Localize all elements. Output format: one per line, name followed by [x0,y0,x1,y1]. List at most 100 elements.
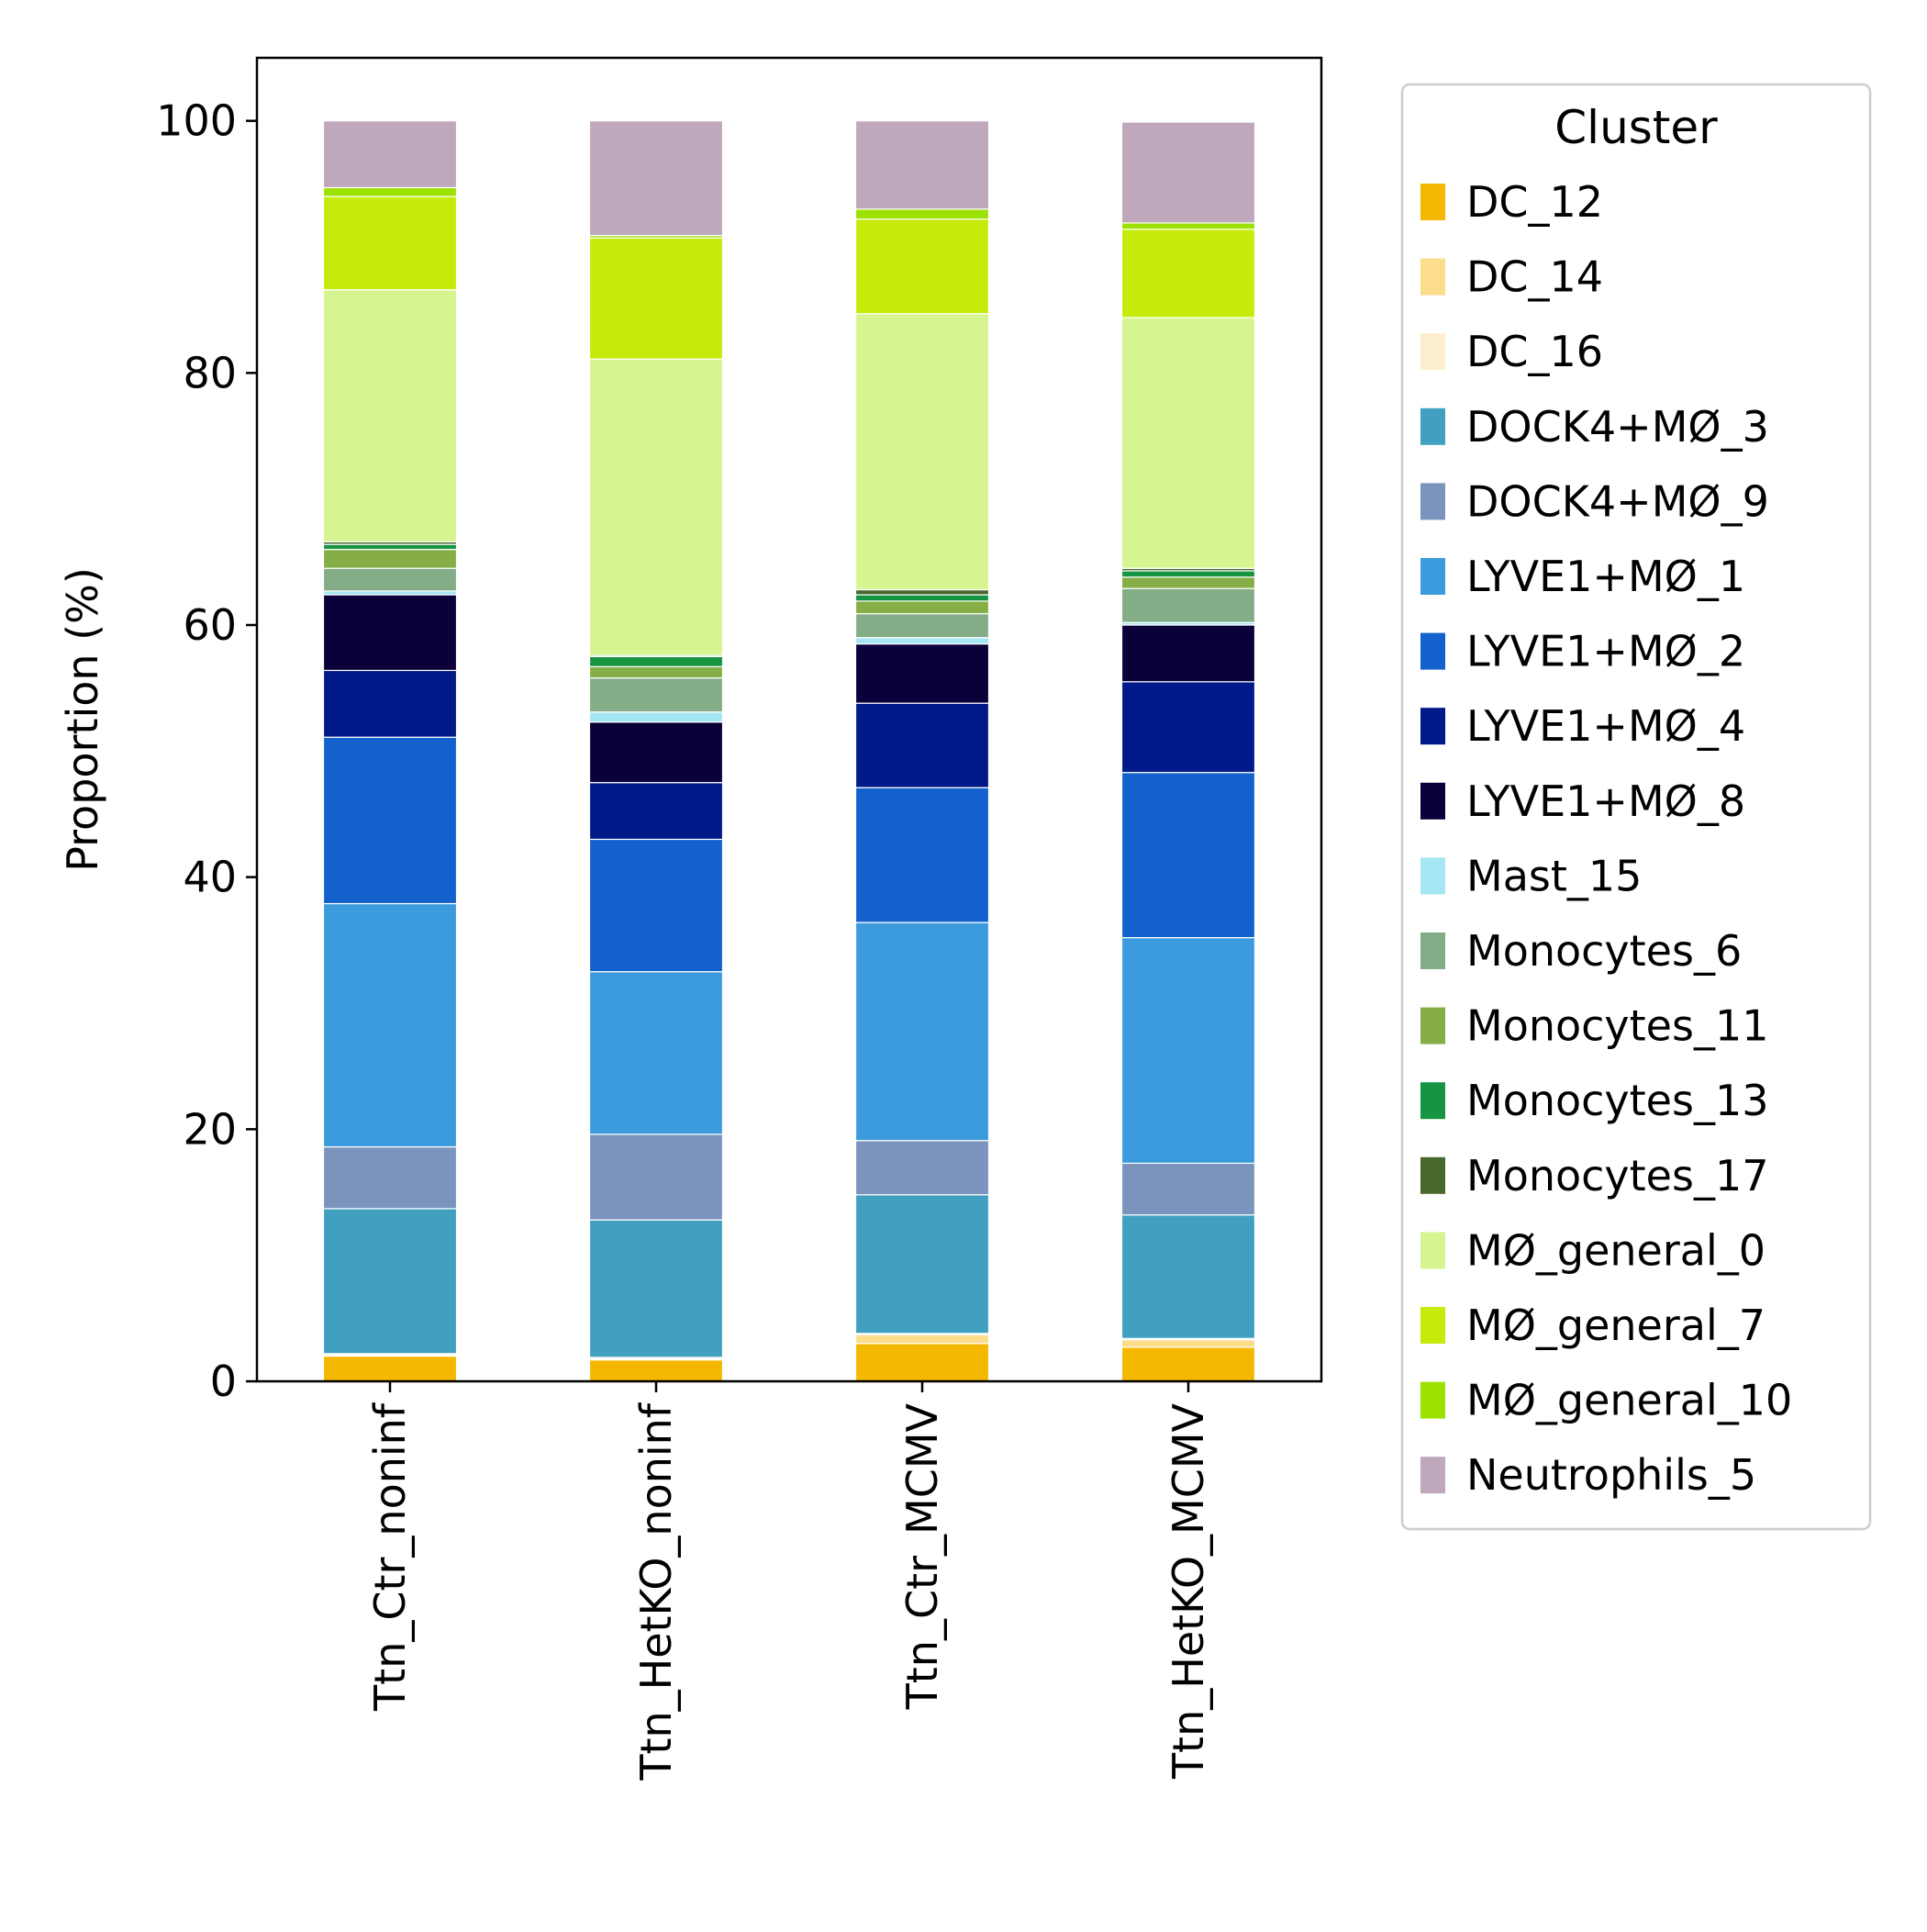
legend-label-14: MØ_general_0 [1466,1225,1765,1275]
y-axis: 0 20 40 60 80 100 [156,96,257,1406]
bar-segment-3-6 [1120,772,1256,939]
bar-segment-2-12 [854,594,990,602]
legend-label-1: DC_14 [1466,252,1603,302]
legend-label-3: DOCK4+MØ_3 [1466,402,1769,452]
bar-segment-2-11 [854,600,990,615]
x-axis: Ttn_Ctr_noninf Ttn_HetKO_noninf Ttn_Ctr_MC… [365,1381,1213,1781]
bar-segment-3-4 [1120,1162,1256,1216]
bar-segment-3-15 [1120,229,1256,318]
bar-segment-0-4 [322,1145,458,1210]
bar-segment-1-4 [588,1134,724,1221]
bar-segment-1-5 [588,971,724,1135]
legend-label-6: LYVE1+MØ_2 [1466,627,1745,676]
y-axis-label: Proportion (%) [58,567,107,872]
y-tick-label-3: 60 [183,600,237,650]
legend-swatch-10 [1420,932,1445,969]
legend-swatch-16 [1420,1381,1445,1419]
legend-swatch-0 [1420,184,1445,220]
y-tick-label-2: 40 [183,853,237,902]
legend-title: Cluster [1554,101,1718,154]
y-tick-label-1: 20 [183,1104,237,1154]
legend-swatch-7 [1420,708,1445,745]
legend-swatch-11 [1420,1007,1445,1044]
y-tick-label-0: 0 [210,1357,237,1406]
bar-segment-3-0 [1120,1346,1256,1382]
legend-swatch-12 [1420,1082,1445,1120]
bar-segment-3-14 [1120,317,1256,569]
bar-segment-2-14 [854,313,990,591]
legend-label-10: Monocytes_6 [1466,926,1742,976]
x-tick-label-3: Ttn_HetKO_MCMV [1164,1402,1213,1780]
bar-segment-1-14 [588,358,724,656]
legend-label-9: Mast_15 [1466,851,1642,900]
bar-segment-3-11 [1120,576,1256,589]
bar-segment-0-16 [322,186,458,197]
bar-segment-3-8 [1120,624,1256,683]
legend-label-17: Neutrophils_5 [1466,1450,1756,1500]
bar-segment-1-9 [588,711,724,723]
x-tick-label-1: Ttn_HetKO_noninf [631,1402,681,1781]
bar-segment-1-0 [588,1359,724,1382]
x-tick-label-0: Ttn_Ctr_noninf [365,1402,415,1712]
bar-segment-1-10 [588,677,724,713]
legend-label-8: LYVE1+MØ_8 [1466,776,1745,826]
legend-swatch-2 [1420,333,1445,371]
bar-segment-2-3 [854,1194,990,1335]
legend-label-11: Monocytes_11 [1466,1001,1768,1051]
bar-segment-1-11 [588,665,724,679]
bar-segment-2-15 [854,218,990,315]
bar-segment-3-3 [1120,1214,1256,1339]
bar-segment-0-8 [322,594,458,672]
legend-swatch-17 [1420,1457,1445,1494]
bar-segment-0-5 [322,902,458,1148]
bars-layer [322,120,1256,1382]
legend-swatch-8 [1420,782,1445,820]
bar-segment-2-16 [854,208,990,220]
bar-segment-2-7 [854,702,990,788]
bar-segment-2-13 [854,588,990,596]
legend-label-5: LYVE1+MØ_1 [1466,552,1745,601]
bar-segment-3-12 [1120,570,1256,578]
bar-segment-1-3 [588,1219,724,1358]
legend-swatch-15 [1420,1307,1445,1344]
bar-segment-2-8 [854,642,990,704]
legend-label-16: MØ_general_10 [1466,1376,1792,1425]
bar-segment-1-6 [588,838,724,973]
bar-segment-1-12 [588,655,724,667]
legend-swatch-5 [1420,558,1445,595]
bar-segment-0-10 [322,567,458,592]
bar-segment-0-15 [322,195,458,291]
bar-segment-0-3 [322,1208,458,1355]
legend-swatch-3 [1420,408,1445,445]
bar-segment-1-15 [588,237,724,360]
bar-segment-2-1 [854,1334,990,1345]
legend-swatch-13 [1420,1156,1445,1194]
bar-segment-0-14 [322,289,458,542]
plot-frame [255,56,1323,1383]
legend-swatch-4 [1420,483,1445,520]
bar-segment-3-7 [1120,681,1256,774]
bar-segment-1-17 [588,120,724,237]
bar-segment-0-0 [322,1355,458,1382]
bar-segment-3-1 [1120,1339,1256,1348]
bar-segment-0-6 [322,736,458,905]
legend-label-2: DC_16 [1466,327,1603,376]
bar-segment-3-16 [1120,222,1256,230]
bar-segment-3-10 [1120,587,1256,623]
bar-segment-2-6 [854,787,990,923]
bar-segment-2-4 [854,1140,990,1196]
legend-label-4: DOCK4+MØ_9 [1466,476,1769,526]
bar-segment-0-7 [322,669,458,738]
bar-segment-3-17 [1120,121,1256,224]
x-tick-label-2: Ttn_Ctr_MCMV [897,1402,947,1710]
bar-segment-0-11 [322,548,458,569]
legend-label-7: LYVE1+MØ_4 [1466,701,1745,751]
legend-label-0: DC_12 [1466,177,1603,227]
bar-segment-2-0 [854,1343,990,1382]
bar-segment-0-9 [322,590,458,596]
legend-swatch-9 [1420,857,1445,895]
bar-segment-0-12 [322,543,458,551]
bar-segment-2-17 [854,120,990,210]
bar-segment-2-9 [854,637,990,645]
